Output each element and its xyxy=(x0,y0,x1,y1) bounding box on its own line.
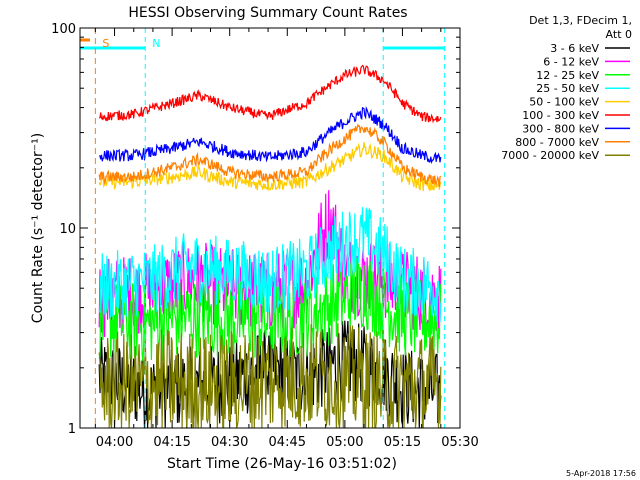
series-line-6 xyxy=(99,105,442,165)
x-tick-label-2: 04:30 xyxy=(211,435,248,450)
x-tick-label-0: 04:00 xyxy=(96,435,133,450)
x-tick-label-1: 04:15 xyxy=(153,435,190,450)
series-line-3 xyxy=(98,207,442,322)
legend-label-8: 7000 - 20000 keV xyxy=(501,149,599,162)
series-line-5 xyxy=(98,64,442,124)
series-line-0 xyxy=(98,320,442,428)
x-tick-label-5: 05:15 xyxy=(384,435,421,450)
legend-label-4: 50 - 100 keV xyxy=(529,96,599,109)
legend-label-0: 3 - 6 keV xyxy=(550,42,599,55)
series-line-8 xyxy=(98,323,442,428)
x-tick-label-3: 04:45 xyxy=(269,435,306,450)
legend-label-7: 800 - 7000 keV xyxy=(515,136,599,149)
axes-layer: 1 10 100 04:00 04:15 04:30 04:45 05:00 05:15 05:3… xyxy=(51,22,479,450)
y-axis-label: Count Rate (s⁻¹ detector⁻¹) xyxy=(30,133,46,323)
y-tick-label-2: 100 xyxy=(51,22,76,37)
legend-label-2: 12 - 25 keV xyxy=(536,69,599,82)
legend-header-2: Att 0 xyxy=(606,28,632,41)
annotation-0: S xyxy=(102,37,109,50)
series-line-7 xyxy=(98,123,442,188)
annotation-1: N xyxy=(152,37,160,50)
chart-title: HESSI Observing Summary Count Rates xyxy=(128,5,407,21)
x-tick-label-4: 05:00 xyxy=(326,435,363,450)
y-tick-label-1: 10 xyxy=(59,222,76,237)
legend-label-1: 6 - 12 keV xyxy=(543,55,599,68)
legend-label-5: 100 - 300 keV xyxy=(522,109,599,122)
series-line-2 xyxy=(98,258,442,363)
y-tick-label-0: 1 xyxy=(68,422,76,437)
x-axis-label: Start Time (26-May-16 03:51:02) xyxy=(167,456,397,472)
legend-header-1: Det 1,3, FDecim 1, xyxy=(529,14,632,27)
legend-label-3: 25 - 50 keV xyxy=(536,82,599,95)
footer-timestamp: 5-Apr-2018 17:56 xyxy=(566,469,636,478)
x-tick-label-6: 05:30 xyxy=(441,435,478,450)
legend-label-6: 300 - 800 keV xyxy=(522,122,599,135)
